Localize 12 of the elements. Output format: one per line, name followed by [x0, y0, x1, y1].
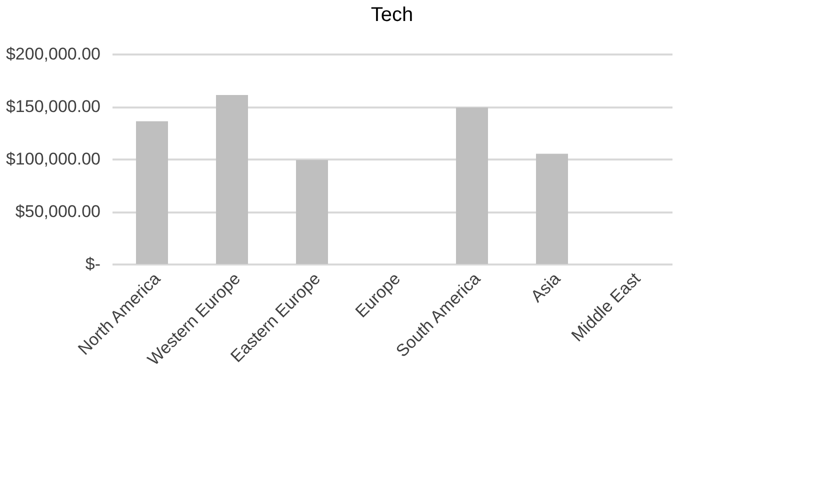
bar [296, 160, 328, 264]
y-tick-label: $50,000.00 [15, 202, 100, 221]
y-tick-label: $100,000.00 [6, 150, 100, 168]
x-tick-label: Asia [527, 268, 564, 306]
bar [456, 108, 488, 264]
y-tick-label: $- [85, 254, 100, 274]
y-tick-label: $200,000.00 [6, 44, 100, 64]
bar [136, 121, 168, 264]
y-tick-label: $150,000.00 [6, 97, 100, 116]
bar [216, 94, 248, 264]
bar [536, 154, 568, 264]
chart-title: Tech [370, 4, 414, 26]
